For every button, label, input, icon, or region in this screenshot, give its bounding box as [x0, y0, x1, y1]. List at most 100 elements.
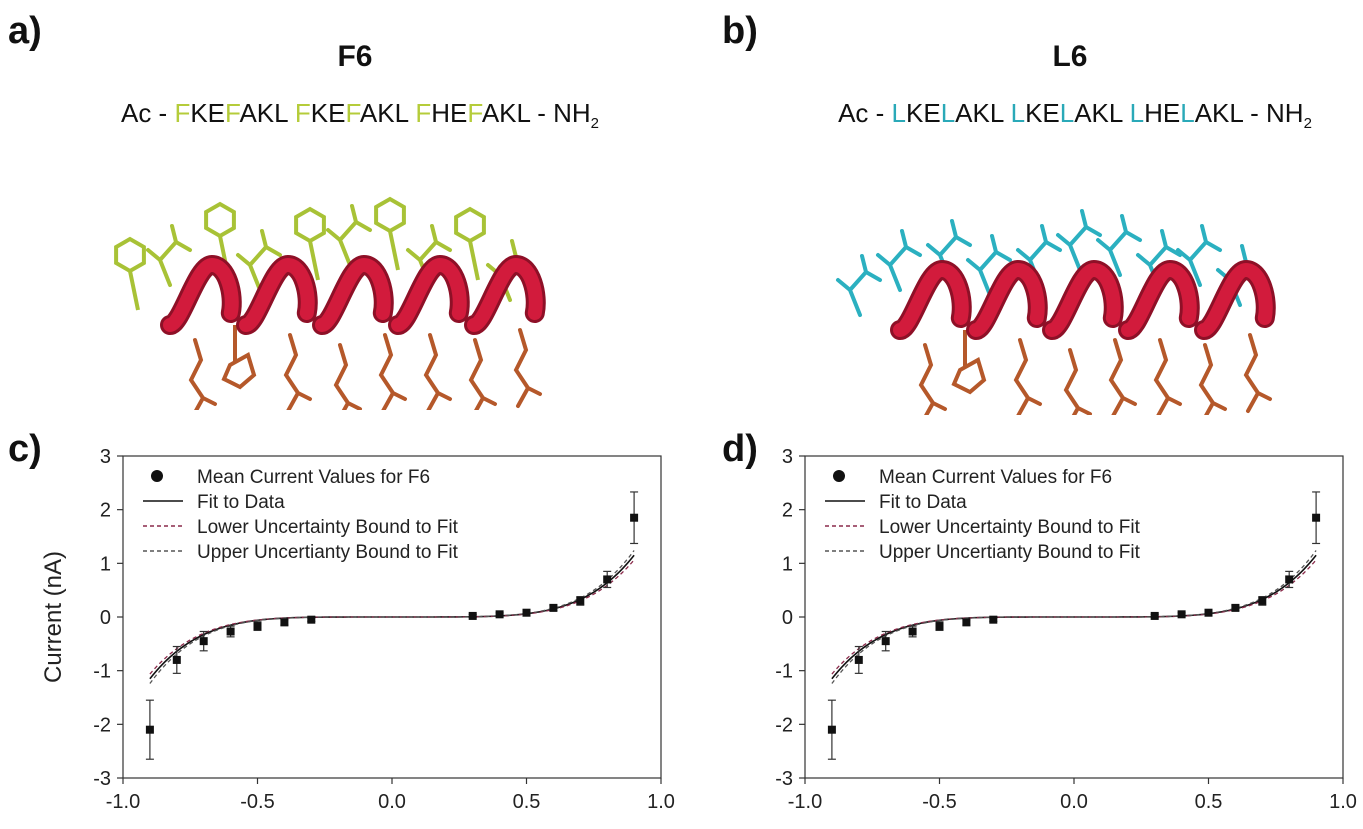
legend-label: Fit to Data [879, 492, 967, 513]
x-tick-label: 0.5 [513, 791, 541, 813]
f6-helix-structure [114, 196, 546, 410]
highlighted-residue: F [415, 98, 432, 128]
legend-entry-0: Mean Current Values for F6 [833, 467, 1112, 488]
panel-label-d: d) [722, 428, 758, 470]
side-chain-bottom [1063, 348, 1092, 415]
sequence-prefix: Ac - [120, 98, 175, 128]
side-chain-top [374, 196, 406, 271]
legend-entry-1: Fit to Data [143, 492, 285, 513]
sequence-suffix: - NH [530, 98, 591, 128]
side-chain-top [454, 206, 486, 281]
data-point-2 [881, 630, 890, 652]
y-tick-label: -3 [93, 768, 111, 790]
highlighted-residue: L [1059, 98, 1075, 128]
legend-entry-0: Mean Current Values for F6 [151, 467, 430, 488]
residue: AKL [481, 98, 530, 128]
side-chain-bottom [1153, 338, 1182, 415]
data-point-10 [549, 603, 558, 612]
alpha-helix-ribbon [890, 259, 1276, 340]
side-chain-top [114, 236, 146, 311]
x-tick-label: -1.0 [788, 791, 822, 813]
data-point-11 [576, 596, 585, 606]
data-point-6 [307, 615, 316, 624]
data-point-10 [1231, 603, 1240, 612]
legend-entry-1: Fit to Data [825, 492, 967, 513]
y-tick-label: 3 [782, 446, 793, 468]
data-point-12 [603, 570, 612, 589]
x-tick-label: 0.0 [1060, 791, 1088, 813]
side-chain-top [326, 204, 372, 267]
data-point-1 [172, 645, 181, 674]
x-tick-label: 1.0 [647, 791, 675, 813]
sequence-suffix: - NH [1242, 98, 1304, 128]
highlighted-residue: F [467, 98, 482, 128]
x-tick-label: 0.0 [378, 791, 406, 813]
peptide-title-l6: L6 [1052, 40, 1088, 73]
legend-entry-2: Lower Uncertainty Bound to Fit [825, 517, 1141, 538]
legend-label: Mean Current Values for F6 [197, 467, 430, 488]
highlighted-residue: L [891, 98, 907, 128]
data-point-4 [935, 621, 944, 632]
fit-line-1 [831, 554, 1317, 680]
highlighted-residue: F [294, 98, 311, 128]
side-chain-top [1096, 214, 1142, 277]
y-tick-label: 3 [100, 446, 111, 468]
side-chain-top [1056, 209, 1102, 272]
data-point-3 [226, 625, 235, 638]
fit-line-1 [149, 554, 635, 680]
side-chain-bottom [1108, 338, 1137, 415]
residue: KE [1025, 98, 1060, 128]
x-tick-label: -0.5 [922, 791, 956, 813]
data-point-8 [495, 610, 504, 619]
y-tick-label: -2 [775, 714, 793, 736]
y-tick-label: -1 [93, 661, 111, 683]
residue: KE [906, 98, 941, 128]
side-chain-top [876, 229, 922, 292]
y-tick-label: -3 [775, 768, 793, 790]
highlighted-residue: L [1129, 98, 1145, 128]
x-tick-label: 1.0 [1329, 791, 1357, 813]
side-chain-top [294, 206, 326, 281]
y-axis-label: Current (nA) [40, 551, 67, 683]
side-chain-bottom [283, 333, 312, 410]
data-point-5 [962, 618, 971, 627]
data-point-7 [1150, 611, 1159, 620]
highlighted-residue: F [345, 98, 360, 128]
side-chain-top [236, 229, 282, 292]
highlighted-residue: L [1180, 98, 1195, 128]
data-point-13 [1312, 491, 1321, 545]
residue: AKL [1194, 98, 1243, 128]
peptide-sequence-f6: Ac - FKEFAKL FKEFAKL FHEFAKL - NH2 [60, 98, 660, 132]
legend-entry-3: Upper Uncertianty Bound to Fit [143, 542, 459, 563]
chart-panel-d: -3 -2 -1 0 1 2 3 -1.0 -0.5 0.0 0.5 1.0 Mean Current … [775, 446, 1357, 813]
data-point-13 [630, 491, 639, 545]
side-chain-bottom [423, 333, 452, 410]
side-chain-bottom [918, 343, 947, 415]
side-chain-bottom [1198, 343, 1227, 415]
data-point-0 [145, 699, 154, 760]
data-point-11 [1258, 596, 1267, 606]
l6-helix-structure [836, 209, 1276, 415]
highlighted-residue: L [1010, 98, 1026, 128]
legend-label: Upper Uncertianty Bound to Fit [879, 542, 1141, 563]
sequence-suffix-subscript: 2 [590, 115, 600, 133]
data-point-7 [468, 611, 477, 620]
highlighted-residue: F [225, 98, 240, 128]
residue: AKL [239, 98, 288, 128]
side-chain-bottom [1243, 333, 1272, 413]
data-point-6 [989, 615, 998, 624]
highlighted-residue: L [940, 98, 956, 128]
data-point-8 [1177, 610, 1186, 619]
side-chain-top [836, 254, 882, 317]
residue: HE [431, 98, 468, 128]
residue: AKL [1074, 98, 1123, 128]
legend-label: Fit to Data [197, 492, 285, 513]
highlighted-residue: F [174, 98, 191, 128]
data-point-1 [854, 645, 863, 674]
side-chain-bottom [188, 338, 217, 410]
sequence-prefix: Ac - [838, 98, 892, 128]
side-chain-top [1176, 224, 1222, 287]
chart-panel-c: -3 -2 -1 0 1 2 3 -1.0 -0.5 0.0 0.5 1.0 Current (nA) M… [40, 446, 675, 813]
panel-label-a: a) [8, 10, 42, 52]
side-chain-top [146, 224, 192, 287]
